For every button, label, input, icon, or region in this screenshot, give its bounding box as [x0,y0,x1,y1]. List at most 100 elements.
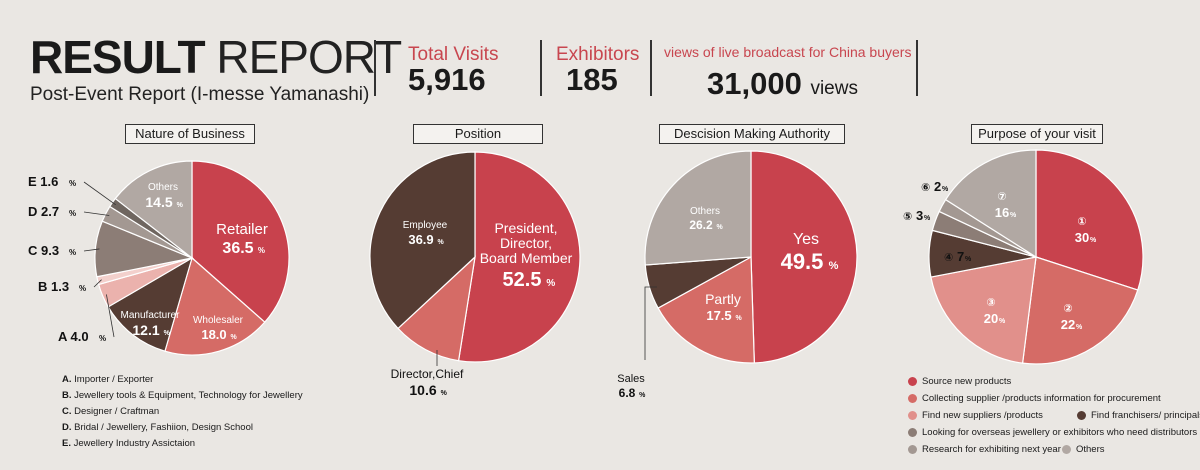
legend-text: Importer / Exporter [74,374,154,385]
pie-slice [930,256,1037,364]
divider [916,40,918,96]
page-subtitle: Post-Event Report (I-messe Yamanashi) [30,84,370,105]
legend-text: Designer / Craftman [74,406,160,417]
legend-dot [1077,411,1086,420]
slice-name: Manufacturer [121,310,181,321]
legend-item: Research for exhibiting next year [908,444,1061,455]
pie-slice [944,149,1037,259]
data-label-unit: % [1076,324,1083,331]
chart-title-decision: Descision Making Authority [659,124,845,144]
stat-value-broadcast: 31,000 views [707,66,858,102]
pie-slice [1035,149,1144,291]
legend-text: Jewellery tools & Equipment, Technology … [74,390,303,401]
data-label: 36.5 [222,240,253,257]
data-label-unit: % [829,260,839,272]
legend-dot [908,428,917,437]
pie-slice [1021,256,1139,365]
legend-text: Bridal / Jewellery, Fashiion, Design Sch… [74,422,253,433]
legend-text: Looking for overseas jewellery or exhibi… [922,427,1198,438]
data-label: 36.9 [408,232,433,247]
chart-title-business: Nature of Business [125,124,255,144]
slice-name: Others [148,182,178,193]
legend-dot [1062,445,1071,454]
title-bold: RESULT [30,31,206,83]
chart-title-position: Position [413,124,543,144]
data-label-marker: ⑥ [921,182,930,194]
stat-value-exhibitors: 185 [566,62,618,97]
legend-item: E. Jewellery Industry Assictaion [62,436,303,452]
data-label: 49.5 [781,249,824,274]
leader-line [644,286,657,360]
legend-item: Source new products [908,376,1011,387]
legend-text: Jewellery Industry Assictaion [73,438,196,449]
stat-label-broadcast: views of live broadcast for China buyers [664,44,912,60]
data-label-unit: % [942,186,949,193]
legend-key: B. [62,390,72,401]
data-label: 30 [1075,230,1089,245]
legend-item: B. Jewellery tools & Equipment, Technolo… [62,388,303,404]
data-label-unit: % [441,390,448,397]
legend-item: Find new suppliers /products [908,410,1043,421]
data-label: 12.1 [132,322,159,338]
data-label-unit: % [69,248,76,257]
data-label-unit: % [965,256,972,263]
data-label: C 9.3 [28,243,59,258]
data-label-unit: % [99,334,106,343]
legend-dot [908,377,917,386]
data-label-unit: % [1090,237,1097,244]
data-label-unit: % [438,239,445,246]
data-label: 16 [995,205,1009,220]
data-label: 6.8 [619,386,636,400]
data-label-unit: % [69,209,76,218]
stat-label-exhibitors: Exhibitors [556,44,640,65]
legend-key: D. [62,422,72,433]
data-label-marker: ⑤ [903,211,912,223]
slice-name: President, [494,220,557,236]
pie-slice [397,255,476,362]
page-title: RESULT REPORT [30,31,402,83]
legend-dot [908,394,917,403]
data-label-marker: ① [1077,216,1086,228]
slice-name: Director,Chief [391,367,464,381]
legend-item: A. Importer / Exporter [62,372,303,388]
data-label: 20 [984,311,998,326]
data-label: 2 [934,179,941,194]
data-label: 22 [1061,317,1075,332]
pie-slice [164,256,266,356]
leader-line [83,211,110,216]
data-label-unit: % [79,284,86,293]
legend-text: Find new suppliers /products [922,410,1043,421]
leader-line [93,279,102,288]
data-label-unit: % [736,315,743,322]
data-label-unit: % [69,179,76,188]
data-label-unit: % [231,334,238,341]
pie-slice [750,150,858,364]
data-label-unit: % [177,202,184,209]
pie-slice [191,160,290,323]
pie-slice [114,160,193,260]
stat-value-visits: 5,916 [408,62,486,97]
data-label: 52.5 [503,269,542,291]
data-label: 14.5 [145,194,172,210]
legend-text: Research for exhibiting next year [922,444,1061,455]
leader-line [83,248,100,252]
legend-dot [908,411,917,420]
legend-text: Find franchisers/ principals [1091,410,1200,421]
data-label: A 4.0 [58,329,89,344]
data-label: 7 [957,249,964,264]
data-label-unit: % [999,318,1006,325]
slice-name: Director, [500,235,552,251]
slice-name: Yes [793,231,819,248]
title-thin: REPORT [204,31,402,83]
chart-title-purpose: Purpose of your visit [971,124,1103,144]
leader-line [106,294,115,338]
stat-value-broadcast-number: 31,000 [707,66,802,101]
slice-name: Wholesaler [193,315,244,326]
data-label-unit: % [924,215,931,222]
data-label: B 1.3 [38,279,69,294]
data-label: 3 [916,208,923,223]
data-label: 17.5 [706,308,731,323]
legend-item: Find franchisers/ principals [1077,410,1200,421]
legend-item: Others [1062,444,1105,455]
